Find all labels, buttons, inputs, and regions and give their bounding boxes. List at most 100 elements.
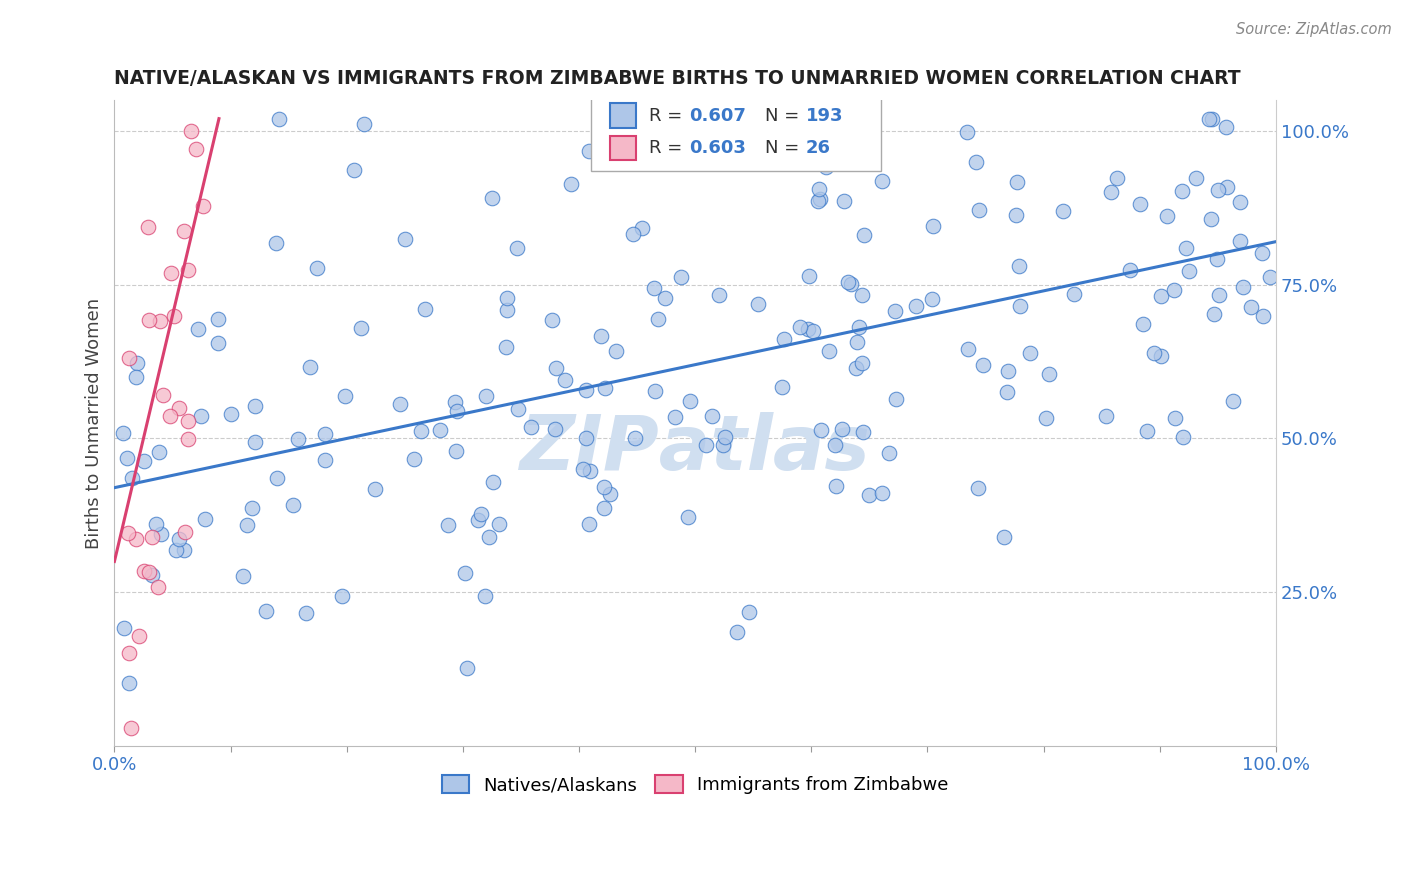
Point bbox=[593, 381, 616, 395]
Point bbox=[839, 277, 862, 291]
Point bbox=[664, 409, 686, 424]
Point bbox=[177, 414, 200, 428]
Point bbox=[1143, 346, 1166, 360]
Point bbox=[647, 311, 669, 326]
Point bbox=[121, 470, 143, 484]
Point bbox=[965, 154, 987, 169]
Point bbox=[621, 227, 644, 242]
Point bbox=[630, 220, 652, 235]
Point bbox=[599, 487, 621, 501]
Point bbox=[343, 162, 366, 177]
Text: N =: N = bbox=[765, 107, 804, 125]
Point bbox=[506, 241, 529, 255]
Point bbox=[118, 676, 141, 690]
Point bbox=[444, 444, 467, 458]
Point bbox=[1156, 209, 1178, 223]
Point bbox=[446, 403, 468, 417]
Text: ZIP​atlas: ZIP​atlas bbox=[520, 412, 870, 486]
Point bbox=[1260, 270, 1282, 285]
Point bbox=[128, 629, 150, 643]
Point bbox=[145, 516, 167, 531]
Point bbox=[1201, 212, 1223, 227]
Point bbox=[789, 320, 811, 334]
Point bbox=[287, 433, 309, 447]
Point bbox=[714, 430, 737, 444]
Point bbox=[921, 293, 943, 307]
Y-axis label: Births to Unmarried Women: Births to Unmarried Women bbox=[86, 298, 103, 549]
Point bbox=[111, 425, 134, 440]
Point bbox=[679, 393, 702, 408]
Point bbox=[243, 435, 266, 450]
Point bbox=[1201, 112, 1223, 126]
Point bbox=[1008, 299, 1031, 313]
Point bbox=[266, 235, 288, 250]
Point bbox=[644, 384, 666, 398]
Point bbox=[578, 517, 600, 532]
Point bbox=[1206, 182, 1229, 196]
Point bbox=[1174, 241, 1197, 255]
Point bbox=[808, 182, 831, 196]
Point bbox=[858, 488, 880, 502]
Point bbox=[482, 475, 505, 490]
Point bbox=[184, 142, 207, 156]
Point bbox=[243, 400, 266, 414]
Point bbox=[1171, 184, 1194, 198]
Point bbox=[148, 445, 170, 459]
Point bbox=[299, 359, 322, 374]
Point bbox=[167, 401, 190, 416]
Point bbox=[138, 312, 160, 326]
Point bbox=[1229, 195, 1251, 210]
Point bbox=[554, 374, 576, 388]
Point bbox=[437, 518, 460, 533]
Point bbox=[467, 512, 489, 526]
Point bbox=[112, 621, 135, 635]
Point bbox=[837, 275, 859, 289]
Point bbox=[1185, 171, 1208, 186]
Point bbox=[1204, 307, 1226, 321]
Point bbox=[520, 420, 543, 434]
Point bbox=[831, 422, 853, 436]
Point bbox=[575, 384, 598, 398]
Point bbox=[993, 530, 1015, 544]
Point bbox=[921, 219, 943, 234]
Point bbox=[579, 464, 602, 478]
Point bbox=[134, 564, 156, 578]
Point bbox=[883, 303, 905, 318]
Point bbox=[1035, 411, 1057, 425]
Point bbox=[1005, 208, 1028, 222]
Point bbox=[560, 177, 582, 191]
Point bbox=[725, 624, 748, 639]
Point bbox=[797, 322, 820, 336]
Point bbox=[1136, 425, 1159, 439]
Point bbox=[1198, 112, 1220, 126]
Point bbox=[120, 721, 142, 735]
Point bbox=[711, 438, 734, 452]
Point bbox=[141, 530, 163, 544]
Point bbox=[669, 270, 692, 285]
Point bbox=[845, 334, 868, 349]
Point bbox=[872, 174, 894, 188]
Point bbox=[605, 343, 627, 358]
Point bbox=[851, 355, 873, 369]
Point bbox=[314, 426, 336, 441]
Point bbox=[1163, 283, 1185, 297]
Point bbox=[1129, 197, 1152, 211]
Point bbox=[695, 437, 717, 451]
Point bbox=[454, 566, 477, 580]
Point bbox=[593, 500, 616, 515]
Point bbox=[546, 361, 568, 376]
Point bbox=[808, 192, 831, 206]
Point bbox=[574, 431, 596, 445]
Legend: Natives/Alaskans, Immigrants from Zimbabwe: Natives/Alaskans, Immigrants from Zimbab… bbox=[434, 768, 956, 802]
Point bbox=[747, 297, 769, 311]
Point bbox=[117, 526, 139, 541]
Point bbox=[700, 409, 723, 424]
Point bbox=[572, 462, 595, 476]
Point bbox=[236, 518, 259, 533]
Point bbox=[848, 319, 870, 334]
Point bbox=[1232, 280, 1254, 294]
Point bbox=[177, 263, 200, 277]
Point bbox=[149, 527, 172, 541]
Point bbox=[654, 292, 676, 306]
Point bbox=[844, 361, 866, 376]
